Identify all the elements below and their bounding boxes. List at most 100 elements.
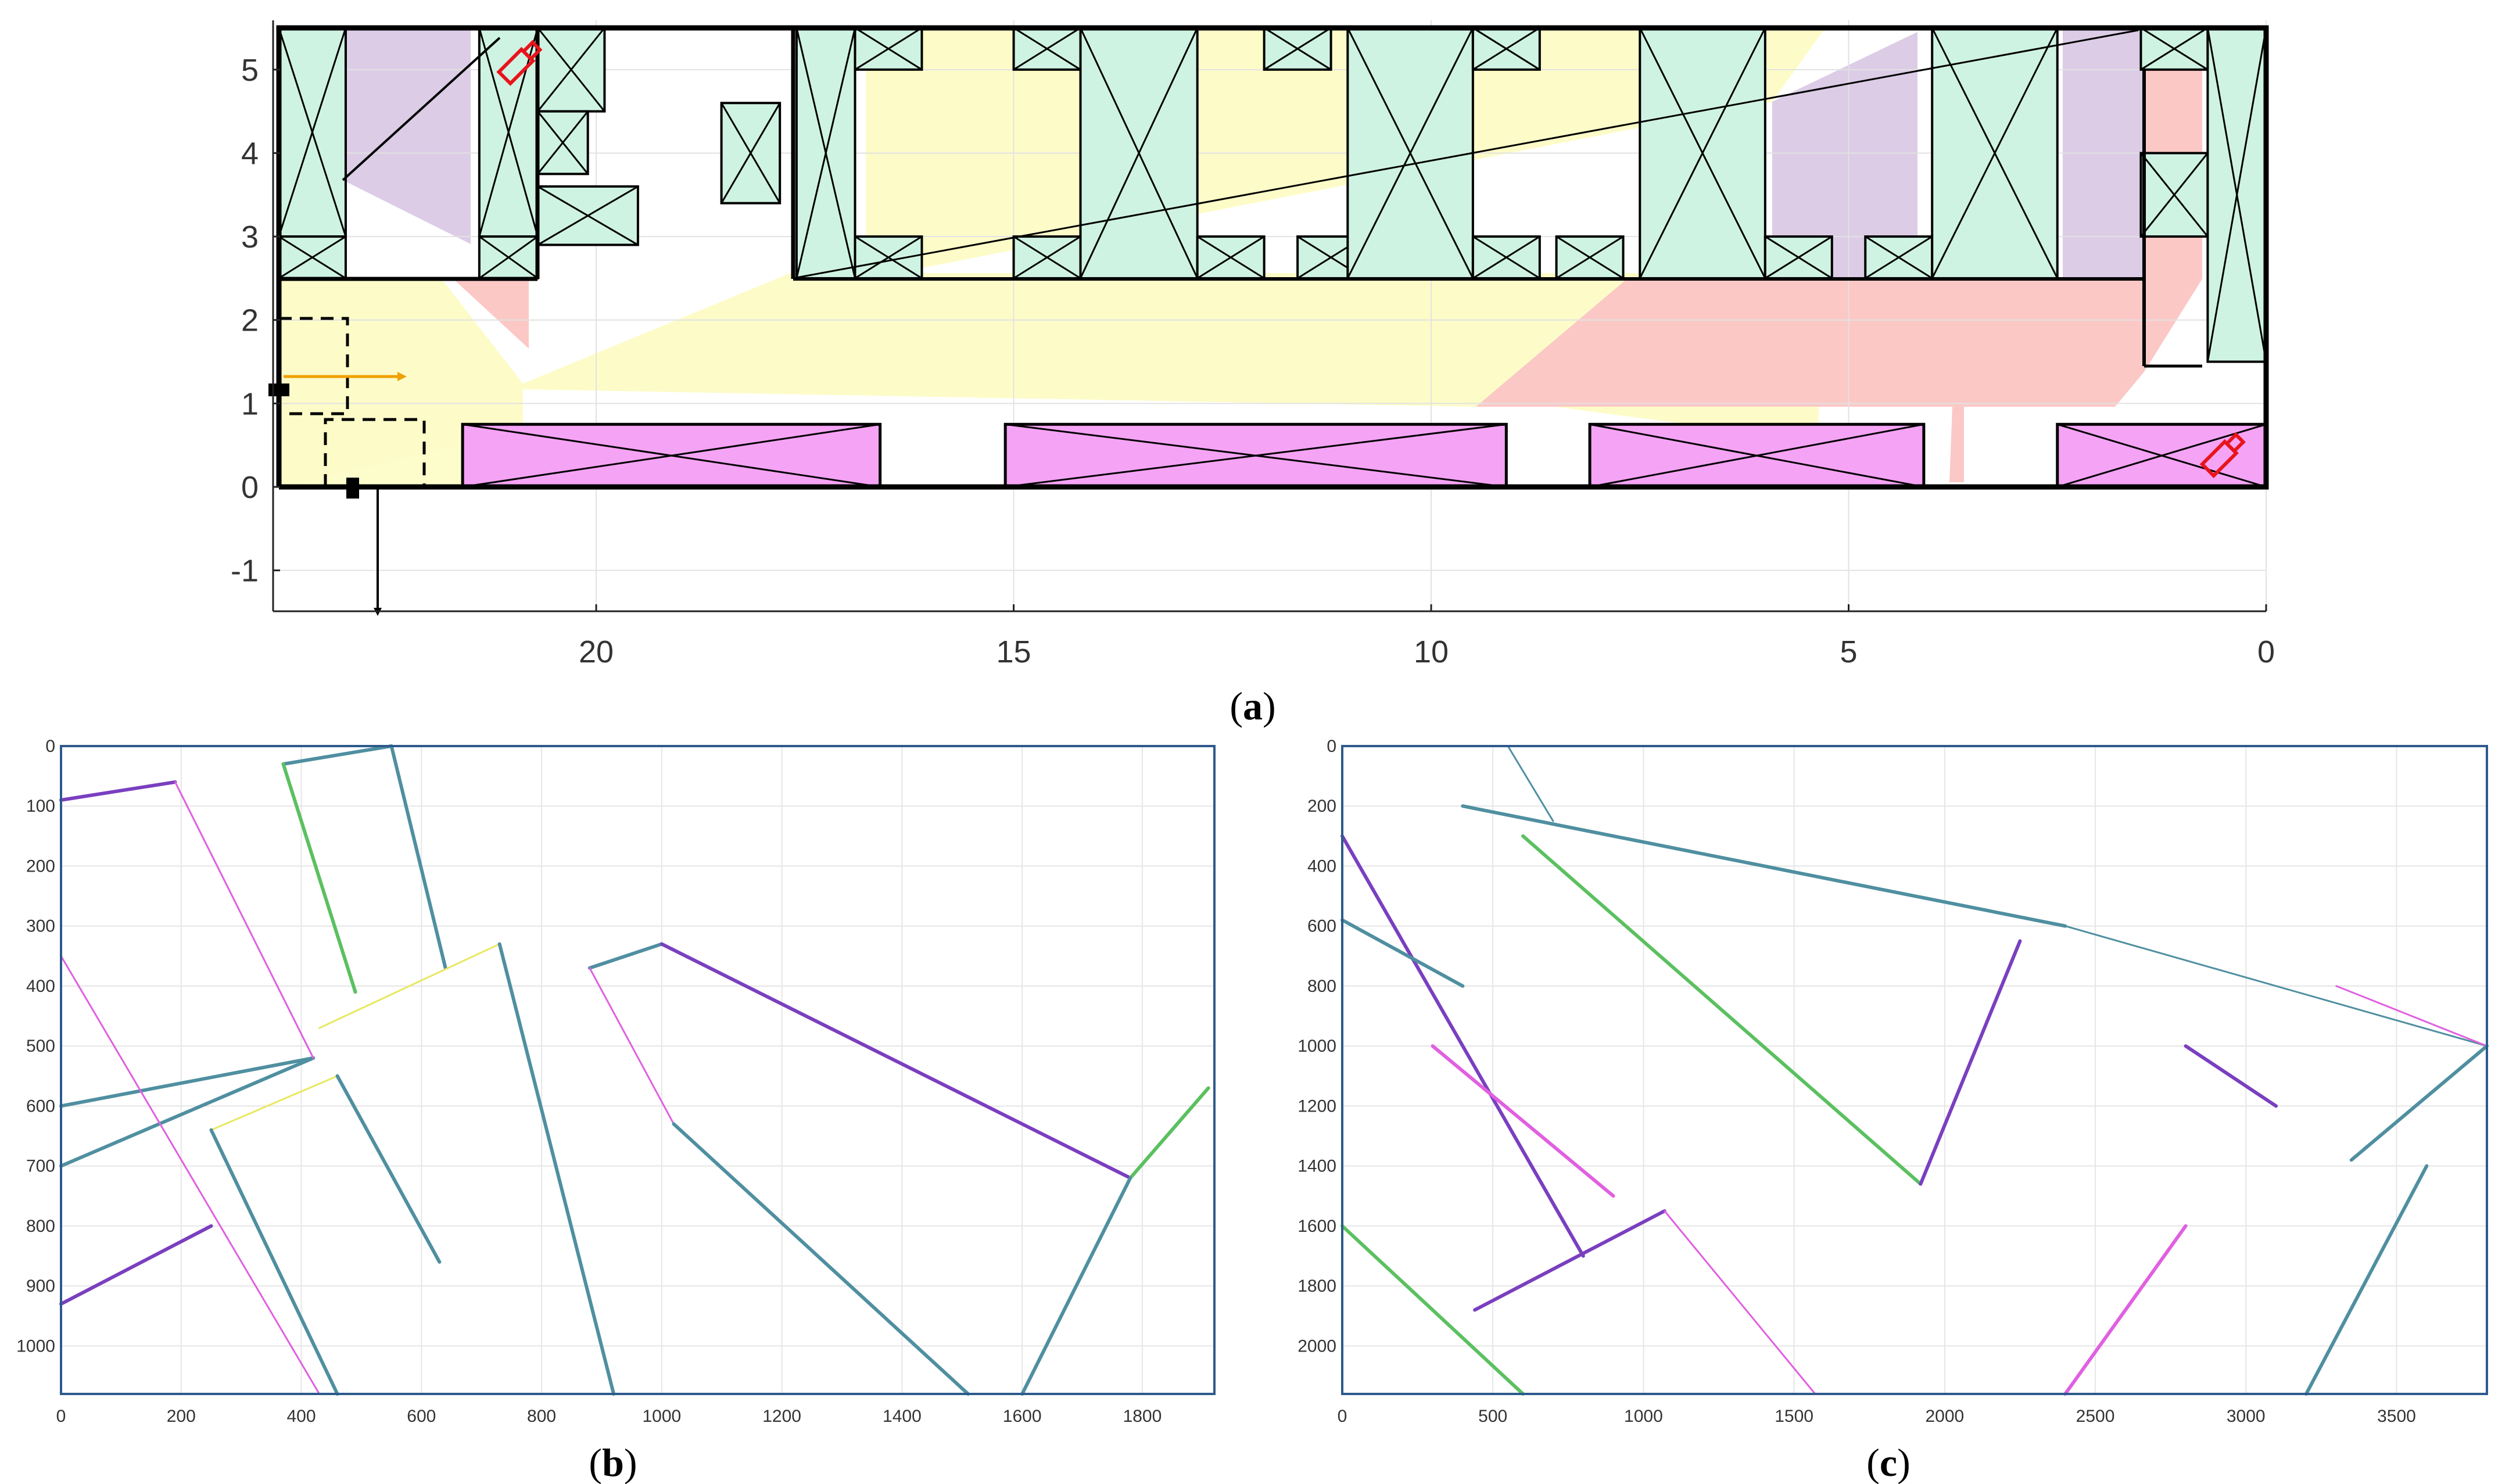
y-tick-label: 200 (26, 856, 55, 876)
pink-coverage-region (1476, 279, 2144, 482)
box-cross-line (278, 27, 347, 237)
y-tick-label: 1400 (1297, 1157, 1336, 1176)
cameras (496, 40, 2246, 478)
wireframe-edge (389, 744, 447, 970)
wireframe-edge (281, 744, 393, 766)
wireframe-edge (210, 1075, 339, 1131)
view-b-panel: 0 200 400 600 800 1000 1200 1400 1600 1800 0 100 200… (16, 737, 1216, 1426)
sensor-marker-left (268, 383, 289, 396)
axes-frame-c (1341, 745, 2488, 1395)
dashed-zone-2 (324, 418, 426, 487)
wireframe-b (59, 744, 1210, 1396)
y-tick-label: -1 (231, 554, 259, 589)
wireframe-edge (60, 955, 321, 1395)
axes-a (272, 20, 2266, 612)
pink-coverage-region-left (453, 279, 529, 349)
wireframe-edge (1521, 834, 1923, 1186)
wireframe-edge (2064, 925, 2488, 1047)
wireframe-edge (318, 943, 501, 1029)
wireframe-edge (1020, 1176, 1132, 1396)
y-tick-label: 1 (241, 386, 259, 421)
outer-wall (276, 25, 2269, 490)
x-tick-label: 1400 (883, 1407, 922, 1426)
purple-coverage-region-far (2063, 29, 2144, 279)
box-cross-line (721, 102, 781, 204)
x-tick-label: 2500 (2076, 1407, 2115, 1426)
x-tick-label: 500 (1478, 1407, 1507, 1426)
x-tick-label: 3000 (2227, 1407, 2266, 1426)
box-cross-line (2206, 27, 2267, 362)
shelf-cross-line (1589, 423, 1924, 488)
y-tick-label: 100 (26, 797, 55, 816)
y-tick-label: 300 (26, 917, 55, 936)
x-tick-label: 10 (1414, 635, 1449, 669)
wireframe-edge (1461, 804, 2067, 928)
y-tick-label: 600 (26, 1096, 55, 1116)
box-cross-line (1639, 27, 1766, 279)
x-tick-label: 3500 (2377, 1407, 2416, 1426)
wireframe-edge (174, 781, 314, 1059)
box-cross-line (854, 235, 923, 279)
wireframe-edge (1431, 1044, 1615, 1198)
wireframe-edge (672, 1122, 970, 1396)
sightline-1 (342, 37, 501, 181)
y-tick-label: 0 (45, 737, 55, 756)
x-tick-label: 0 (56, 1407, 66, 1426)
caption-a: (a) (1230, 684, 1275, 728)
sensor-marker-bottom (346, 478, 359, 499)
y-tick-label: 700 (26, 1157, 55, 1176)
purple-coverage-region-right (1772, 32, 1917, 279)
box-cross-line (1013, 27, 1081, 71)
y-tick-label: 4 (241, 136, 259, 171)
tick-labels-c: 0 500 1000 1500 2000 2500 3000 3500 0 200 400 600 80… (1297, 737, 2416, 1426)
x-tick-label: 1000 (642, 1407, 681, 1426)
x-tick-label: 400 (287, 1407, 316, 1426)
wireframe-edge (281, 762, 357, 994)
y-tick-label: 5 (241, 53, 259, 88)
wireframe-edge (1340, 1224, 1525, 1396)
y-tick-label: 400 (26, 977, 55, 996)
wireframe-edge (2304, 1164, 2429, 1396)
dashed-zones (279, 317, 426, 487)
wireframe-edge (1128, 1086, 1210, 1180)
y-tick-label: 800 (1307, 977, 1336, 996)
wireframe-edge (209, 1128, 339, 1396)
x-tick-label: 20 (579, 635, 614, 669)
shelf-cross-line (462, 423, 880, 488)
view-c-panel: 0 500 1000 1500 2000 2500 3000 3500 0 200 400 600 80… (1297, 737, 2489, 1426)
y-tick-label: 1600 (1297, 1217, 1336, 1236)
box-cross-line (537, 110, 589, 175)
box-cross-line (854, 27, 923, 71)
wireframe-edge (2063, 1224, 2188, 1396)
shelf-cross-line (2057, 423, 2267, 488)
box-cross-line (478, 27, 539, 237)
wireframe-edge (59, 780, 177, 802)
box-cross-line (1472, 27, 1540, 71)
sightline-2 (795, 29, 2139, 279)
y-tick-label: 2000 (1297, 1336, 1336, 1356)
y-tick-label: 0 (1327, 737, 1336, 756)
wireframe-edge (589, 967, 675, 1125)
wireframe-edge (59, 1224, 213, 1306)
wireframe-edge (2349, 1044, 2489, 1162)
y-tick-label: 1800 (1297, 1277, 1336, 1296)
wireframe-edge (2335, 985, 2488, 1047)
dashed-zone-1 (279, 317, 349, 415)
axes-frame-b (60, 745, 1216, 1395)
yellow-coverage-region (279, 273, 1819, 488)
y-tick-label: 500 (26, 1037, 55, 1056)
y-tick-label: 200 (1307, 797, 1336, 816)
wireframe-c (1340, 745, 2489, 1396)
box-cross-line (1346, 27, 1474, 279)
grid-c (1342, 745, 2487, 1394)
box-cross-line (1013, 235, 1081, 279)
box-cross-line (1865, 235, 1933, 279)
box-cross-line (1080, 27, 1199, 279)
box-cross-line (537, 27, 605, 112)
shelf-cross-line (1005, 423, 1507, 488)
camera-icon (496, 40, 543, 86)
box-cross-line (795, 27, 856, 279)
caption-c: (c) (1866, 1440, 1911, 1484)
